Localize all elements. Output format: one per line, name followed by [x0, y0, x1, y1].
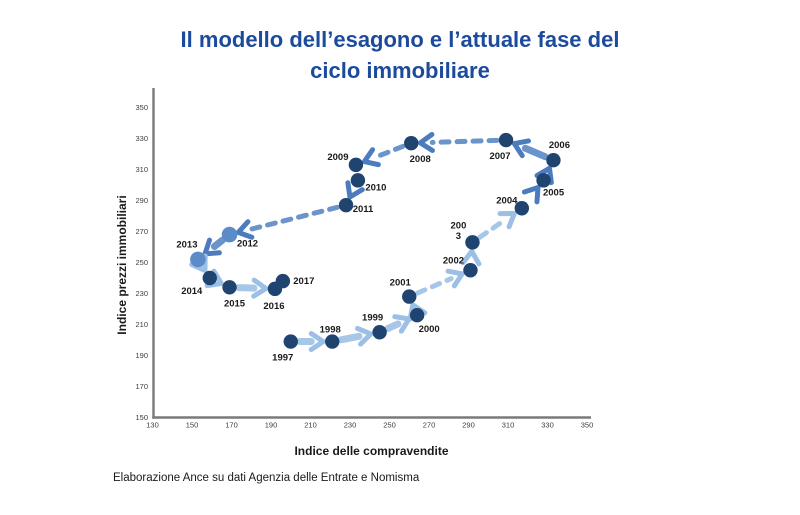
y-axis-title: Indice prezzi immobiliari	[115, 195, 129, 335]
x-tick-350: 350	[581, 421, 594, 430]
year-label-2016: 2016	[263, 301, 284, 312]
x-tick-330: 330	[541, 421, 554, 430]
data-point-1999	[372, 325, 387, 340]
arrowhead-2002-2003	[460, 248, 482, 267]
data-point-2005	[536, 173, 551, 188]
connector-2001-2002	[415, 276, 454, 296]
data-point-2010	[350, 173, 366, 188]
x-tick-250: 250	[383, 421, 396, 430]
x-tick-150: 150	[186, 421, 199, 430]
data-point-2008	[404, 135, 419, 151]
data-point-2001	[402, 289, 417, 304]
arrowhead-2001-2002	[445, 268, 465, 289]
arrowhead-2007-2008	[417, 131, 435, 153]
y-tick-330: 330	[135, 134, 148, 143]
y-tick-230: 230	[135, 289, 148, 298]
year-label-2017: 2017	[293, 276, 314, 287]
data-point-2012	[221, 226, 238, 243]
x-tick-170: 170	[225, 421, 238, 430]
y-tick-190: 190	[135, 351, 148, 360]
year-label-2013: 2013	[176, 239, 197, 250]
arrowhead-2004-2005	[521, 184, 541, 205]
arrowhead-2005-2006	[534, 165, 554, 186]
year-label-2007: 2007	[489, 151, 510, 162]
arrowhead-1997-1998	[308, 331, 326, 353]
year-label-2014: 2014	[181, 286, 203, 297]
year-label-2000: 2000	[419, 324, 440, 335]
connector-2015-2016	[235, 284, 258, 292]
data-point-2002	[463, 263, 478, 278]
connector-2011-2012	[247, 204, 340, 232]
data-point-2006	[546, 153, 561, 168]
x-tick-190: 190	[265, 421, 278, 430]
y-tick-270: 270	[135, 227, 148, 236]
y-tick-290: 290	[135, 196, 148, 205]
data-point-1998	[325, 334, 340, 349]
data-point-2007	[498, 132, 514, 148]
year-label-2006: 2006	[549, 140, 570, 151]
year-label-1998: 1998	[320, 325, 341, 336]
x-tick-130: 130	[146, 421, 159, 430]
data-point-2004	[514, 201, 530, 216]
slide-title-line1: Il modello dell’esagono e l’attuale fase…	[180, 27, 620, 52]
arrowhead-2011-2012	[235, 219, 255, 240]
y-tick-250: 250	[135, 258, 148, 267]
data-point-2011	[338, 197, 354, 213]
arrowhead-2003-2004	[497, 210, 517, 230]
y-tick-210: 210	[135, 320, 148, 329]
data-point-2013	[190, 251, 206, 268]
connector-2003-2004	[477, 217, 508, 240]
slide-title: Il modello dell’esagono e l’attuale fase…	[0, 24, 800, 86]
slide-title-line2: ciclo immobiliare	[310, 58, 490, 83]
x-tick-290: 290	[462, 421, 475, 430]
connector-1999-2000	[384, 320, 402, 333]
data-point-2009	[348, 157, 364, 173]
connector-2008-2009	[372, 143, 406, 160]
data-point-2017	[275, 273, 291, 289]
year-label-2009: 2009	[327, 152, 348, 163]
year-label-2015: 2015	[224, 298, 246, 309]
year-label-2012: 2012	[237, 239, 258, 250]
data-point-1997	[283, 334, 298, 349]
year-label-2005: 2005	[543, 187, 565, 198]
connector-2007-2008	[429, 137, 500, 145]
x-tick-230: 230	[344, 421, 357, 430]
year-label-2004: 2004	[496, 195, 518, 206]
x-tick-270: 270	[423, 421, 436, 430]
x-axis-title: Indice delle compravendite	[294, 444, 449, 458]
data-point-2014	[202, 270, 217, 286]
y-tick-310: 310	[135, 165, 148, 174]
arrowhead-2015-2016	[251, 277, 269, 299]
arrowhead-1998-1999	[354, 325, 374, 347]
year-label-2001: 2001	[390, 278, 412, 289]
year-label-2010: 2010	[365, 182, 386, 193]
data-point-2015	[222, 280, 237, 295]
y-tick-170: 170	[135, 382, 148, 391]
year-label-2011: 2011	[353, 204, 374, 215]
data-point-2003	[465, 235, 480, 250]
arrowhead-2008-2009	[361, 147, 381, 168]
connector-2012-2013	[210, 236, 226, 250]
arrowhead-2010-2011	[345, 180, 365, 200]
connector-2006-2007	[521, 144, 549, 161]
year-label-1999: 1999	[362, 312, 383, 323]
y-tick-350: 350	[135, 103, 148, 112]
connector-1998-1999	[337, 332, 363, 344]
year-label-2003: 200 3	[451, 220, 467, 242]
x-tick-310: 310	[502, 421, 515, 430]
arrowhead-2006-2007	[511, 138, 531, 159]
year-label-2008: 2008	[410, 154, 431, 165]
x-tick-210: 210	[304, 421, 317, 430]
y-tick-150: 150	[135, 413, 148, 422]
year-label-1997: 1997	[272, 353, 293, 364]
source-note: Elaborazione Ance su dati Agenzia delle …	[113, 472, 420, 484]
year-label-2002: 2002	[443, 255, 464, 266]
data-point-2000	[409, 308, 425, 323]
